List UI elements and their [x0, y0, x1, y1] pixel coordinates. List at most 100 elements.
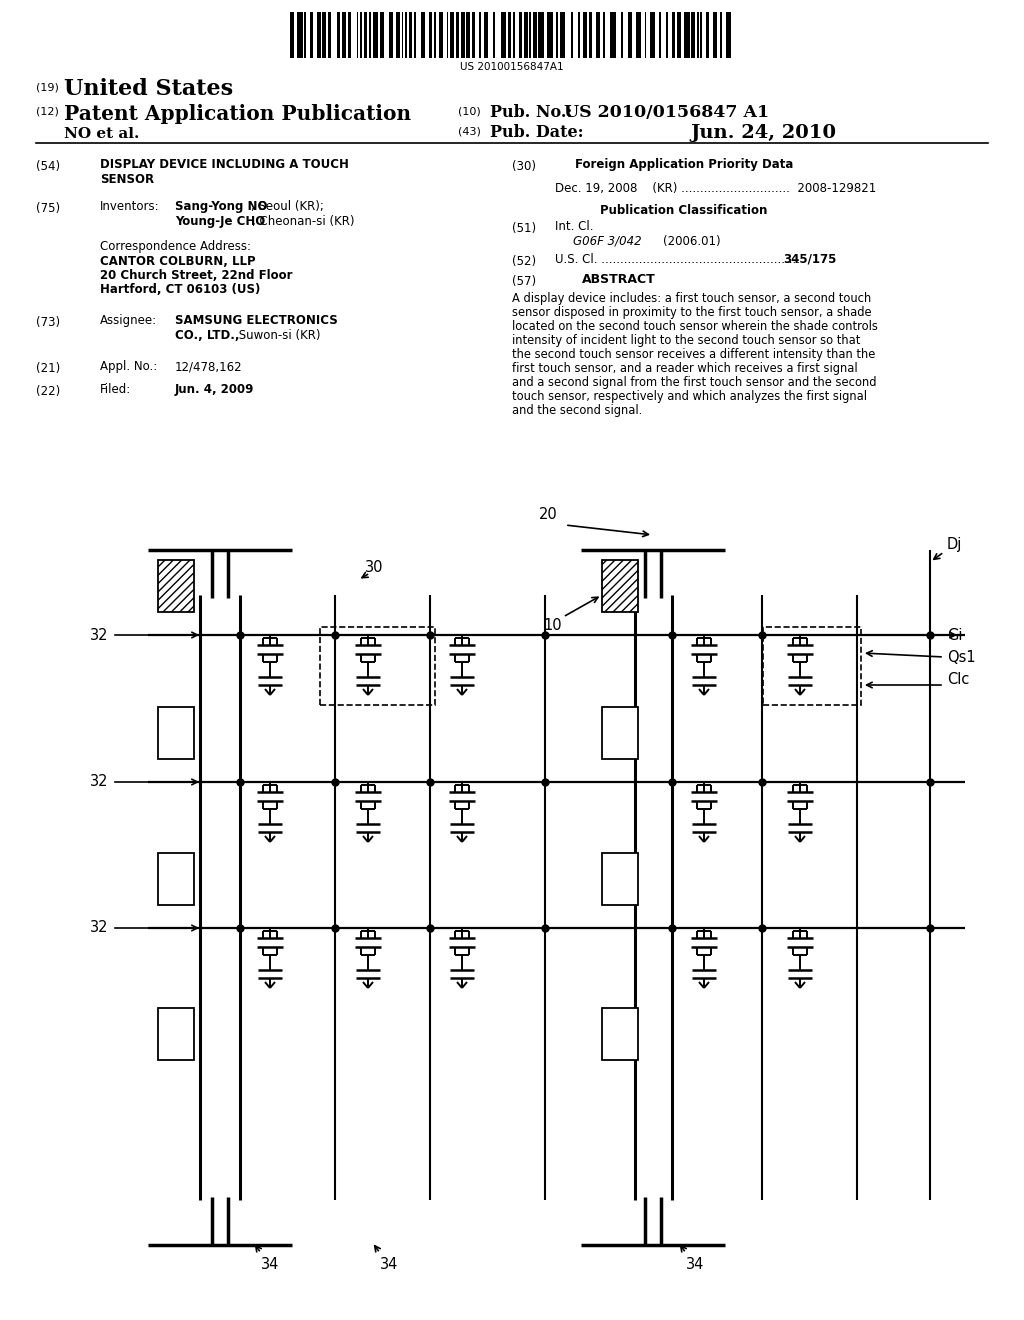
Text: (19): (19) — [36, 82, 58, 92]
Text: Inventors:: Inventors: — [100, 201, 160, 213]
Text: (2006.01): (2006.01) — [663, 235, 721, 248]
Bar — [356, 12, 358, 58]
Bar — [347, 12, 351, 58]
Bar — [602, 708, 638, 759]
Bar — [713, 12, 717, 58]
Text: the second touch sensor receives a different intensity than the: the second touch sensor receives a diffe… — [512, 348, 876, 360]
Bar — [513, 12, 515, 58]
Bar — [629, 12, 632, 58]
Bar — [529, 12, 531, 58]
Bar — [696, 12, 698, 58]
Text: Pub. Date:: Pub. Date: — [490, 124, 584, 141]
Bar — [422, 12, 425, 58]
Text: 30: 30 — [365, 561, 384, 576]
Text: (54): (54) — [36, 160, 60, 173]
Text: and a second signal from the first touch sensor and the second: and a second signal from the first touch… — [512, 376, 877, 389]
Bar — [584, 12, 587, 58]
Text: Qs1: Qs1 — [947, 649, 976, 664]
Bar — [396, 12, 399, 58]
Text: Clc: Clc — [947, 672, 970, 688]
Bar — [158, 1008, 194, 1060]
Text: , Seoul (KR);: , Seoul (KR); — [251, 201, 324, 213]
Bar — [342, 12, 346, 58]
Bar — [518, 12, 522, 58]
Bar — [370, 12, 371, 58]
Bar — [602, 853, 638, 906]
Text: ABSTRACT: ABSTRACT — [582, 273, 655, 286]
Bar — [589, 12, 593, 58]
Text: Jun. 4, 2009: Jun. 4, 2009 — [175, 383, 254, 396]
Text: US 2010/0156847 A1: US 2010/0156847 A1 — [564, 104, 769, 121]
Bar — [684, 12, 689, 58]
Text: first touch sensor, and a reader which receives a first signal: first touch sensor, and a reader which r… — [512, 362, 858, 375]
Bar — [373, 12, 378, 58]
Bar — [409, 12, 413, 58]
Text: (51): (51) — [512, 222, 537, 235]
Text: CANTOR COLBURN, LLP: CANTOR COLBURN, LLP — [100, 255, 256, 268]
Text: Publication Classification: Publication Classification — [600, 205, 767, 216]
Text: (10): (10) — [458, 107, 480, 117]
Bar — [434, 12, 436, 58]
Bar — [158, 708, 194, 759]
Text: (75): (75) — [36, 202, 60, 215]
Text: CO., LTD.,: CO., LTD., — [175, 329, 240, 342]
Bar — [158, 853, 194, 906]
Bar — [297, 12, 303, 58]
Bar — [429, 12, 432, 58]
Bar — [602, 1008, 638, 1060]
Bar — [380, 12, 384, 58]
Bar — [406, 12, 407, 58]
Text: 32: 32 — [89, 627, 108, 643]
Text: Gi: Gi — [947, 627, 963, 643]
Bar — [446, 12, 449, 58]
Bar — [451, 12, 454, 58]
Text: NO et al.: NO et al. — [63, 127, 139, 141]
Bar — [466, 12, 470, 58]
Bar — [414, 12, 416, 58]
Bar — [508, 12, 511, 58]
Bar — [622, 12, 623, 58]
Bar — [596, 12, 600, 58]
Bar — [337, 12, 340, 58]
Bar — [534, 12, 537, 58]
Text: DISPLAY DEVICE INCLUDING A TOUCH: DISPLAY DEVICE INCLUDING A TOUCH — [100, 158, 349, 172]
Bar — [650, 12, 655, 58]
Bar — [603, 12, 605, 58]
Text: Patent Application Publication: Patent Application Publication — [63, 104, 411, 124]
Text: intensity of incident light to the second touch sensor so that: intensity of incident light to the secon… — [512, 334, 860, 347]
Text: SENSOR: SENSOR — [100, 173, 155, 186]
Text: Young-Je CHO: Young-Je CHO — [175, 215, 265, 228]
Text: 34: 34 — [380, 1257, 398, 1272]
Bar — [560, 12, 565, 58]
Bar — [389, 12, 392, 58]
Text: 10: 10 — [544, 618, 562, 632]
Bar — [659, 12, 660, 58]
Text: Jun. 24, 2010: Jun. 24, 2010 — [690, 124, 836, 143]
Bar — [556, 12, 558, 58]
Text: (21): (21) — [36, 362, 60, 375]
Text: (30): (30) — [512, 160, 536, 173]
Text: United States: United States — [63, 78, 233, 100]
Bar — [439, 12, 443, 58]
Bar — [317, 12, 321, 58]
Text: Filed:: Filed: — [100, 383, 131, 396]
Bar — [691, 12, 695, 58]
Bar — [524, 12, 527, 58]
Text: A display device includes: a first touch sensor, a second touch: A display device includes: a first touch… — [512, 292, 871, 305]
Text: Correspondence Address:: Correspondence Address: — [100, 240, 251, 253]
Bar — [323, 12, 326, 58]
Bar — [570, 12, 572, 58]
Text: Sang-Yong NO: Sang-Yong NO — [175, 201, 267, 213]
Bar — [479, 12, 481, 58]
Text: sensor disposed in proximity to the first touch sensor, a shade: sensor disposed in proximity to the firs… — [512, 306, 871, 319]
Bar — [610, 12, 615, 58]
Text: (12): (12) — [36, 107, 58, 117]
Bar — [501, 12, 506, 58]
Text: Hartford, CT 06103 (US): Hartford, CT 06103 (US) — [100, 282, 260, 296]
Text: Dec. 19, 2008    (KR) .............................  2008-129821: Dec. 19, 2008 (KR) .....................… — [555, 182, 877, 195]
Bar — [494, 12, 496, 58]
Text: 12/478,162: 12/478,162 — [175, 360, 243, 374]
Bar — [578, 12, 580, 58]
Text: 34: 34 — [686, 1257, 705, 1272]
Bar — [644, 12, 646, 58]
